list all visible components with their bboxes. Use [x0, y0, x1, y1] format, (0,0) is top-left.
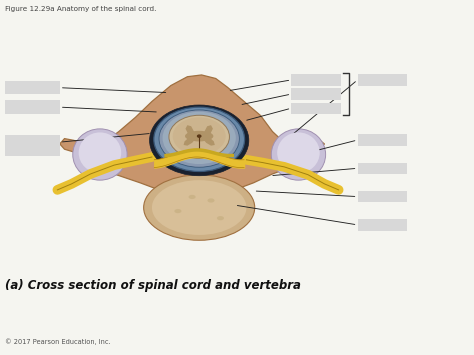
- Ellipse shape: [144, 175, 255, 240]
- FancyBboxPatch shape: [5, 135, 60, 156]
- Ellipse shape: [79, 132, 121, 173]
- FancyBboxPatch shape: [5, 81, 60, 94]
- Ellipse shape: [154, 107, 245, 171]
- Text: (a) Cross section of spinal cord and vertebra: (a) Cross section of spinal cord and ver…: [5, 279, 301, 293]
- Polygon shape: [183, 136, 196, 146]
- Polygon shape: [202, 136, 215, 146]
- Ellipse shape: [189, 195, 196, 199]
- Ellipse shape: [271, 129, 326, 180]
- Ellipse shape: [174, 209, 182, 213]
- Ellipse shape: [73, 129, 127, 180]
- Text: Figure 12.29a Anatomy of the spinal cord.: Figure 12.29a Anatomy of the spinal cord…: [5, 6, 157, 12]
- Polygon shape: [185, 125, 196, 136]
- FancyBboxPatch shape: [5, 100, 60, 114]
- Text: © 2017 Pearson Education, Inc.: © 2017 Pearson Education, Inc.: [5, 339, 111, 345]
- FancyBboxPatch shape: [292, 103, 341, 114]
- Polygon shape: [202, 125, 213, 136]
- Ellipse shape: [185, 131, 213, 141]
- FancyBboxPatch shape: [357, 191, 407, 202]
- Ellipse shape: [159, 110, 239, 167]
- Ellipse shape: [217, 216, 224, 220]
- Polygon shape: [60, 75, 324, 195]
- Ellipse shape: [208, 198, 215, 203]
- Ellipse shape: [169, 115, 229, 158]
- Ellipse shape: [197, 134, 201, 138]
- FancyBboxPatch shape: [292, 88, 341, 100]
- Ellipse shape: [163, 112, 236, 164]
- FancyBboxPatch shape: [357, 134, 407, 146]
- FancyBboxPatch shape: [357, 74, 407, 86]
- Ellipse shape: [173, 118, 226, 155]
- Ellipse shape: [277, 132, 319, 173]
- FancyBboxPatch shape: [357, 219, 407, 230]
- FancyBboxPatch shape: [357, 163, 407, 174]
- FancyBboxPatch shape: [292, 74, 341, 86]
- Ellipse shape: [152, 180, 246, 235]
- Ellipse shape: [150, 105, 249, 176]
